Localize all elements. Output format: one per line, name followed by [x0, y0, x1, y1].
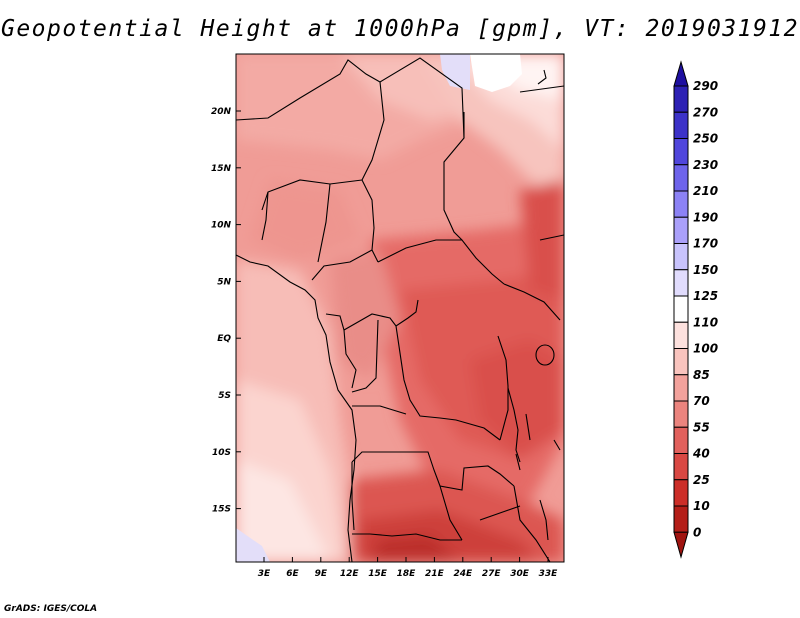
colorbar-label: 190 [693, 210, 718, 224]
colorbar-label: 110 [693, 315, 718, 329]
colorbar-label: 55 [693, 420, 710, 434]
lon-tick-label: 21E [425, 569, 445, 579]
colorbar-label: 125 [693, 289, 718, 303]
lat-tick-label: 10S [212, 448, 231, 458]
lat-tick-label: 5S [218, 391, 231, 401]
lon-tick-label: 33E [539, 569, 559, 579]
colorbar-bin [673, 138, 689, 166]
map-frame [235, 53, 565, 563]
colorbar-bin [673, 505, 689, 533]
colorbar-bin [673, 295, 689, 323]
colorbar-bin [673, 111, 689, 139]
colorbar-bin [673, 190, 689, 218]
lon-tick-label: 9E [315, 569, 328, 579]
colorbar-label: 10 [693, 499, 710, 513]
lat-tick-label: EQ [217, 334, 231, 344]
colorbar-bin [673, 164, 689, 192]
colorbar-bin [673, 243, 689, 271]
colorbar-bin [673, 348, 689, 376]
colorbar-label: 40 [692, 447, 710, 461]
lat-tick-label: 10N [211, 221, 232, 231]
colorbar-bin [673, 216, 689, 244]
lat-tick-label: 15N [211, 164, 232, 174]
grads-credit: GrADS: IGES/COLA [4, 604, 98, 614]
lon-tick-label: 12E [340, 569, 360, 579]
longitude-axis: 3E 6E 9E 12E 15E 18E 21E 24E 27E 30E 33E [258, 557, 558, 579]
colorbar-label: 290 [693, 79, 718, 93]
lon-tick-label: 18E [397, 569, 417, 579]
lon-tick-label: 3E [258, 569, 271, 579]
latitude-axis: 20N 15N 10N 5N EQ 5S 10S 15S [211, 107, 241, 515]
colorbar-label: 150 [693, 263, 718, 277]
colorbar: 2902702502302101901701501251101008570554… [673, 60, 718, 559]
colorbar-bin [673, 60, 689, 87]
colorbar-label: 25 [693, 473, 710, 487]
lat-tick-label: 15S [212, 505, 231, 515]
lon-tick-label: 27E [482, 569, 502, 579]
colorbar-bin [673, 374, 689, 402]
geopotential-field [236, 54, 564, 562]
colorbar-label: 230 [693, 158, 718, 172]
colorbar-label: 250 [693, 132, 718, 146]
lat-tick-label: 20N [211, 107, 232, 117]
colorbar-bin [673, 400, 689, 428]
colorbar-label: 170 [693, 237, 718, 251]
colorbar-label: 70 [693, 394, 710, 408]
colorbar-label: 210 [693, 184, 718, 198]
colorbar-bin [673, 321, 689, 349]
lon-tick-label: 30E [510, 569, 530, 579]
colorbar-bin [673, 85, 689, 113]
colorbar-bin [673, 426, 689, 454]
country-borders [236, 57, 564, 562]
colorbar-bin [673, 269, 689, 297]
colorbar-label: 85 [693, 368, 710, 382]
lon-tick-label: 15E [368, 569, 388, 579]
colorbar-bin [673, 479, 689, 507]
lat-tick-label: 5N [217, 277, 231, 287]
map-title: Geopotential Height at 1000hPa [gpm], VT… [0, 16, 800, 42]
colorbar-label: 100 [693, 342, 718, 356]
colorbar-bin [673, 453, 689, 481]
lon-tick-label: 24E [453, 569, 473, 579]
lon-tick-label: 6E [286, 569, 299, 579]
colorbar-label: 270 [693, 105, 718, 119]
colorbar-bin [673, 531, 689, 559]
colorbar-label: 0 [693, 525, 701, 539]
